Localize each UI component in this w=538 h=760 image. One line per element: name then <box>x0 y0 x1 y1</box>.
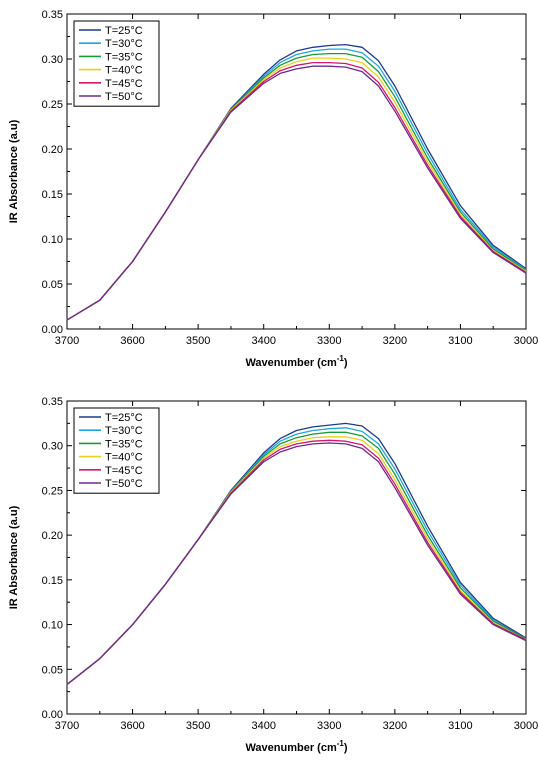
x-axis-title: Wavenumber (cm-1) <box>245 354 347 369</box>
legend-box <box>73 20 160 107</box>
x-tick-label: 3700 <box>55 720 79 732</box>
legend-label: T=40°C <box>105 65 143 77</box>
y-tick-label: 0.20 <box>42 144 63 156</box>
y-tick-label: 0.35 <box>42 9 63 21</box>
legend-label: T=45°C <box>105 465 143 477</box>
series-line-6 <box>66 65 527 321</box>
x-tick-label: 3600 <box>120 335 144 347</box>
legend-label: T=25°C <box>105 412 143 424</box>
x-tick-label: 3400 <box>251 335 275 347</box>
y-tick-label: 0.25 <box>42 99 63 111</box>
x-tick-label: 3000 <box>514 720 538 732</box>
x-tick-label: 3100 <box>448 335 472 347</box>
x-tick-label: 3100 <box>448 720 472 732</box>
x-tick-label: 3200 <box>383 335 407 347</box>
x-axis-title: Wavenumber (cm-1) <box>245 739 347 754</box>
x-tick-label: 3700 <box>55 335 79 347</box>
y-tick-label: 0.15 <box>42 575 63 587</box>
legend-label: T=35°C <box>105 438 143 450</box>
y-tick-label: 0.10 <box>42 234 63 246</box>
legend-box <box>73 407 160 494</box>
series-line-6 <box>66 442 527 686</box>
x-axis-title-superscript: -1 <box>337 354 345 363</box>
y-axis-title: IR Absorbance (a.u) <box>8 119 20 223</box>
x-tick-label: 3200 <box>383 720 407 732</box>
x-axis-title-main: Wavenumber (cm <box>245 742 337 754</box>
x-tick-label: 3400 <box>251 720 275 732</box>
x-tick-label: 3300 <box>317 335 341 347</box>
legend-label: T=25°C <box>105 25 143 37</box>
legend-label: T=40°C <box>105 452 143 464</box>
y-tick-label: 0.00 <box>42 709 63 721</box>
legend-label: T=50°C <box>105 478 143 490</box>
y-axis-title: IR Absorbance (a.u) <box>8 505 20 609</box>
y-tick-label: 0.30 <box>42 441 63 453</box>
chart-panel-1: 3700 3600 3500 3400 3300 3200 3100 3000 0.00 0.05… <box>8 9 538 369</box>
y-tick-label: 0.35 <box>42 396 63 408</box>
legend-label: T=35°C <box>105 51 143 63</box>
legend-label: T=50°C <box>105 91 143 103</box>
y-tick-label: 0.30 <box>42 54 63 66</box>
x-axis-title-suffix: ) <box>344 357 348 369</box>
x-axis-title-superscript: -1 <box>337 739 345 748</box>
legend-label: T=30°C <box>105 38 143 50</box>
x-axis-title-suffix: ) <box>344 742 348 754</box>
x-tick-label: 3000 <box>514 335 538 347</box>
legend-label: T=45°C <box>105 78 143 90</box>
y-tick-label: 0.15 <box>42 189 63 201</box>
x-tick-label: 3500 <box>186 720 210 732</box>
y-tick-label: 0.05 <box>42 279 63 291</box>
y-tick-label: 0.00 <box>42 324 63 336</box>
x-axis-title-main: Wavenumber (cm <box>245 357 337 369</box>
y-tick-label: 0.20 <box>42 530 63 542</box>
y-tick-label: 0.05 <box>42 664 63 676</box>
x-tick-label: 3600 <box>120 720 144 732</box>
y-tick-label: 0.25 <box>42 485 63 497</box>
x-tick-label: 3500 <box>186 335 210 347</box>
x-tick-label: 3300 <box>317 720 341 732</box>
chart-panel-2: 3700 3600 3500 3400 3300 3200 3100 3000 0.00 0.05… <box>8 396 538 754</box>
y-tick-label: 0.10 <box>42 620 63 632</box>
legend-label: T=30°C <box>105 425 143 437</box>
